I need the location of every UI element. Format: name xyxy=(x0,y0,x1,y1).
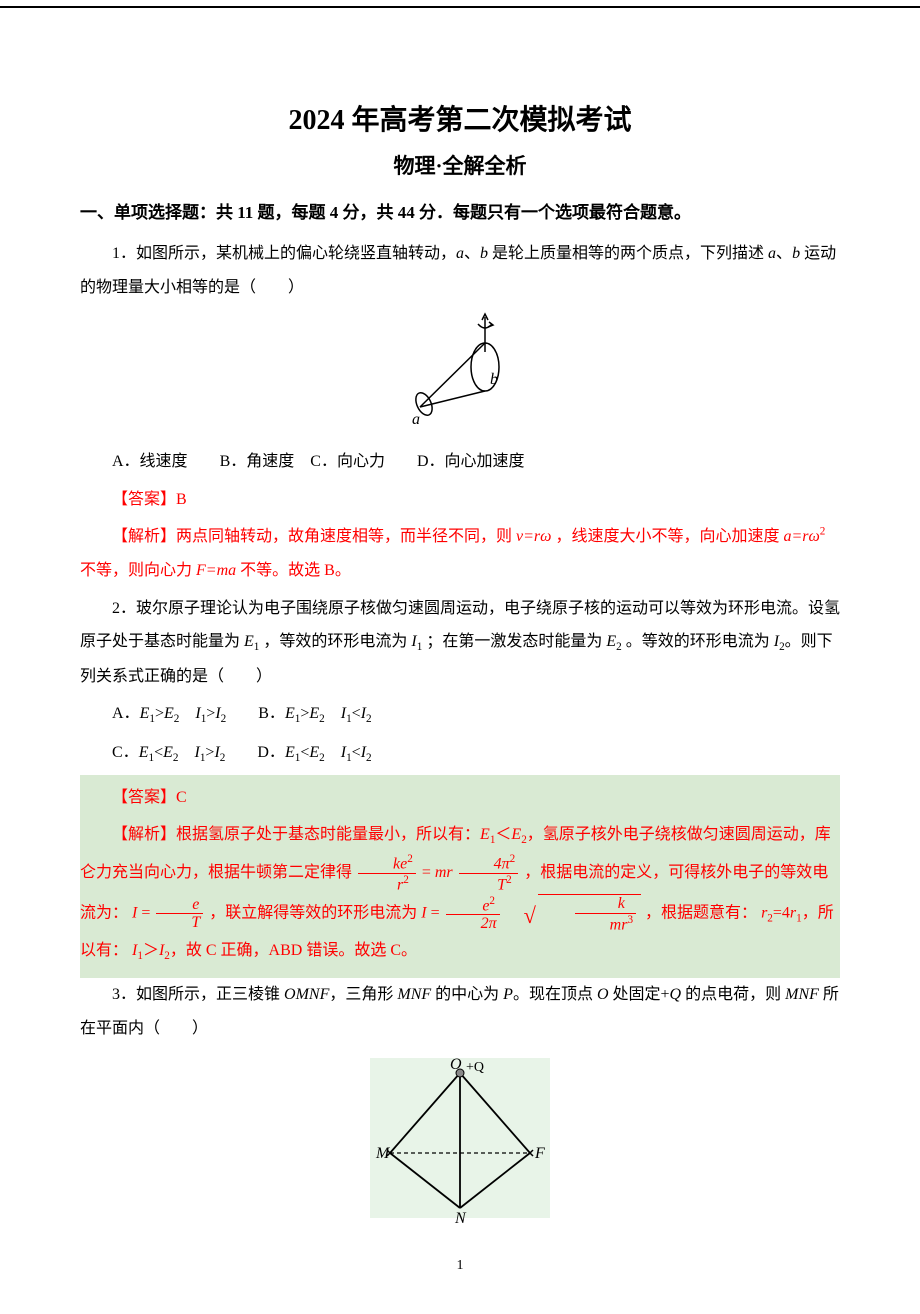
q1-optA: A．线速度 xyxy=(112,453,188,470)
q3-text-1: 3．如图所示，正三棱锥 xyxy=(112,986,284,1003)
q2-optC-label: C． xyxy=(112,744,139,761)
q1-answer-label: 【答案】 xyxy=(112,491,176,508)
q2-stem: 2．玻尔原子理论认为电子围绕原子核做匀速圆周运动，电子绕原子核的运动可以等效为环… xyxy=(80,592,840,694)
svg-text:b: b xyxy=(490,371,498,388)
q1-an-2: ，线速度大小不等，向心加速度 xyxy=(551,528,783,545)
q1-eq2-sup: 2 xyxy=(820,526,826,538)
q2-frac2: 4π2T2 xyxy=(459,853,519,894)
q3-figure: O +Q M F N xyxy=(80,1053,840,1228)
q3-text-5: 处固定+ xyxy=(609,986,670,1003)
q3-O: O xyxy=(597,986,609,1003)
q2-an-5: ，根据题意有： xyxy=(645,904,757,921)
q1-an-3: 不等，则向心力 xyxy=(80,562,196,579)
page-title: 2024 年高考第二次模拟考试 xyxy=(80,98,840,138)
q2-frac1: ke2r2 xyxy=(358,853,416,894)
q1-var-b: b xyxy=(480,245,488,262)
q2-optA-label: A． xyxy=(112,705,140,722)
q3-MNF2: MNF xyxy=(785,986,819,1003)
q1-options: A．线速度 B．角速度 C．向心力 D．向心加速度 xyxy=(80,445,840,479)
q2-text-2: ，等效的环形电流为 xyxy=(259,633,411,650)
q3-text-6: 的点电荷，则 xyxy=(681,986,785,1003)
q2-an-7: ，故 C 正确，ABD 错误。故选 C。 xyxy=(170,942,417,959)
q2-E1: E xyxy=(244,633,254,650)
q1-optC: C．向心力 xyxy=(310,453,385,470)
svg-text:a: a xyxy=(412,411,420,428)
q2-optD-label: D． xyxy=(257,744,285,761)
q2-E2: E xyxy=(606,633,616,650)
q2-highlight-block: 【答案】C 【解析】根据氢原子处于基态时能量最小，所以有：E1＜E2，氢原子核外… xyxy=(80,775,840,978)
q1-var-b2: b xyxy=(792,245,800,262)
page-subtitle: 物理·全解全析 xyxy=(80,150,840,180)
q3-MNF: MNF xyxy=(397,986,431,1003)
q1-analysis: 【解析】两点同轴转动，故角速度相等，而半径不同，则 v=rω ，线速度大小不等，… xyxy=(80,520,840,587)
q2-analysis-p1: 【解析】根据氢原子处于基态时能量最小，所以有：E1＜E2，氢原子核外电子绕核做匀… xyxy=(80,818,840,968)
q2-optA-eq: E xyxy=(140,705,150,722)
q1-text-4: 、 xyxy=(776,245,792,262)
q1-answer-value: B xyxy=(176,491,187,508)
q1-var-a: a xyxy=(456,245,464,262)
q1-stem: 1．如图所示，某机械上的偏心轮绕竖直轴转动，a、b 是轮上质量相等的两个质点，下… xyxy=(80,237,840,304)
q1-optB: B．角速度 xyxy=(220,453,295,470)
svg-text:O: O xyxy=(450,1056,462,1073)
q1-analysis-label: 【解析】 xyxy=(112,528,176,545)
q1-text-2: 、 xyxy=(464,245,480,262)
q2-answer-label: 【答案】 xyxy=(112,789,176,806)
q2-text-3: ；在第一激发态时能量为 xyxy=(422,633,606,650)
q1-text-1: 1．如图所示，某机械上的偏心轮绕竖直轴转动， xyxy=(112,245,456,262)
q3-text-2: ，三角形 xyxy=(329,986,397,1003)
q2-answer-value: C xyxy=(176,789,187,806)
q2-options-row1: A．E1>E2 I1>I2 B．E1>E2 I1<I2 xyxy=(80,697,840,732)
q1-an-4: 不等。故选 B。 xyxy=(236,562,351,579)
q2-text-4: 。等效的环形电流为 xyxy=(622,633,774,650)
page-number: 1 xyxy=(80,1258,840,1274)
q2-an-4: ，联立解得等效的环形电流为 xyxy=(209,904,417,921)
svg-text:+Q: +Q xyxy=(466,1060,484,1075)
svg-text:N: N xyxy=(454,1210,467,1223)
q2-analysis-label: 【解析】 xyxy=(112,826,176,843)
q1-figure: a b xyxy=(80,312,840,437)
q2-options-row2: C．E1<E2 I1>I2 D．E1<E2 I1<I2 xyxy=(80,736,840,771)
q2-optB-label: B． xyxy=(258,705,285,722)
q3-text-4: 。现在顶点 xyxy=(513,986,597,1003)
q2-frac3: eT xyxy=(156,896,203,932)
q3-stem: 3．如图所示，正三棱锥 OMNF，三角形 MNF 的中心为 P。现在顶点 O 处… xyxy=(80,978,840,1045)
q2-sqrt: kmr3 xyxy=(506,894,641,934)
q3-P: P xyxy=(503,986,513,1003)
q1-optD: D．向心加速度 xyxy=(417,453,525,470)
q3-tetrahedron-diagram: O +Q M F N xyxy=(360,1053,560,1223)
q3-text-3: 的中心为 xyxy=(431,986,503,1003)
q1-eq2: a=rω xyxy=(783,528,819,545)
q1-text-3: 是轮上质量相等的两个质点，下列描述 xyxy=(488,245,768,262)
q1-answer: 【答案】B xyxy=(80,483,840,517)
q1-var-a2: a xyxy=(768,245,776,262)
q2-answer: 【答案】C xyxy=(80,781,840,815)
section-heading: 一、单项选择题：共 11 题，每题 4 分，共 44 分．每题只有一个选项最符合… xyxy=(80,198,840,223)
svg-text:F: F xyxy=(534,1145,545,1162)
q1-eq3: F=ma xyxy=(196,562,236,579)
q3-Q: Q xyxy=(670,986,682,1003)
q1-eq1: v=rω xyxy=(516,528,551,545)
q1-cone-diagram: a b xyxy=(390,312,530,432)
q3-OMNF: OMNF xyxy=(284,986,329,1003)
q1-an-1: 两点同轴转动，故角速度相等，而半径不同，则 xyxy=(176,528,516,545)
q2-an-1: 根据氢原子处于基态时能量最小，所以有： xyxy=(176,826,480,843)
page-container: 2024 年高考第二次模拟考试 物理·全解全析 一、单项选择题：共 11 题，每… xyxy=(0,6,920,1314)
